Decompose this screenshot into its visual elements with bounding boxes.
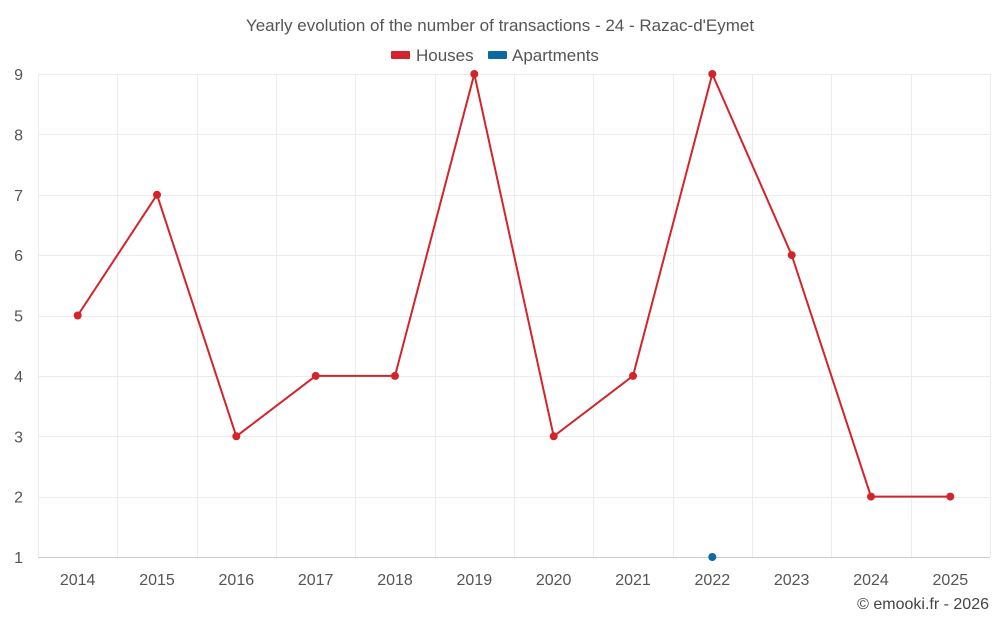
houses-point[interactable] — [311, 371, 320, 380]
y-axis-tick-labels: 1 2 3 4 5 6 7 8 9 — [14, 67, 23, 567]
legend-label-apartments[interactable]: Apartments — [512, 46, 599, 65]
houses-point[interactable] — [232, 432, 241, 441]
y-tick-label: 9 — [14, 67, 23, 84]
credit-text: © emooki.fr - 2026 — [857, 596, 989, 613]
x-tick-label: 2021 — [615, 572, 651, 589]
y-tick-label: 4 — [14, 369, 23, 386]
houses-point[interactable] — [946, 492, 955, 501]
y-tick-label: 7 — [14, 188, 23, 205]
series-layer — [73, 70, 955, 561]
legend: Houses Apartments — [391, 46, 599, 65]
houses-point[interactable] — [708, 70, 717, 78]
x-tick-label: 2023 — [774, 572, 810, 589]
houses-point[interactable] — [867, 492, 875, 501]
x-tick-label: 2015 — [139, 572, 175, 589]
houses-point[interactable] — [549, 432, 558, 441]
x-tick-label: 2024 — [853, 572, 889, 589]
legend-swatch-apartments — [488, 51, 507, 59]
legend-label-houses[interactable]: Houses — [416, 46, 474, 65]
apartments-point[interactable] — [708, 553, 717, 561]
x-tick-label: 2022 — [695, 572, 731, 589]
x-tick-label: 2020 — [536, 572, 572, 589]
houses-point[interactable] — [73, 311, 82, 320]
chart-title: Yearly evolution of the number of transa… — [246, 16, 754, 35]
x-tick-label: 2014 — [60, 572, 96, 589]
x-axis-tick-labels: 2014 2015 2016 2017 2018 2019 2020 2021 2022 2023… — [60, 572, 968, 589]
x-tick-label: 2019 — [457, 572, 493, 589]
houses-point[interactable] — [391, 371, 399, 380]
houses-point[interactable] — [470, 70, 479, 78]
grid-lines — [38, 74, 991, 557]
x-tick-label: 2025 — [933, 572, 969, 589]
y-tick-label: 5 — [14, 309, 23, 326]
y-tick-label: 2 — [14, 490, 23, 507]
y-tick-label: 8 — [14, 127, 23, 144]
houses-point[interactable] — [629, 371, 637, 380]
y-tick-label: 6 — [14, 248, 23, 265]
houses-point[interactable] — [153, 190, 161, 199]
x-tick-label: 2017 — [298, 572, 334, 589]
houses-point[interactable] — [787, 251, 796, 260]
y-tick-label: 3 — [14, 429, 23, 446]
legend-swatch-houses — [391, 51, 410, 59]
y-tick-label: 1 — [14, 550, 23, 567]
x-tick-label: 2016 — [219, 572, 255, 589]
houses-series-line — [76, 70, 951, 498]
x-tick-label: 2018 — [377, 572, 413, 589]
